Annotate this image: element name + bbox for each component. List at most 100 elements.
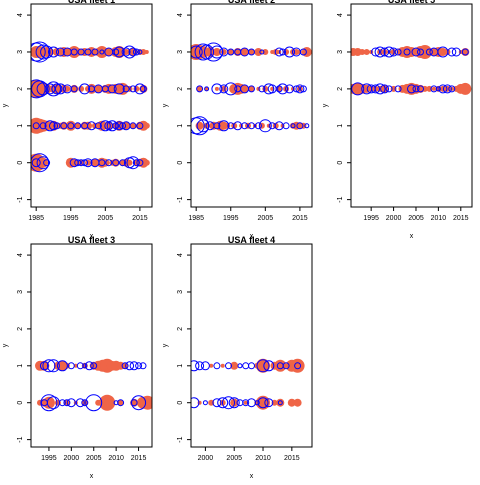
y-tick-label: 1 <box>337 124 344 128</box>
data-point-open <box>394 85 402 93</box>
data-point-filled <box>39 360 50 371</box>
y-tick-label: 4 <box>337 13 344 17</box>
plot-frame <box>190 3 313 208</box>
x-axis-label: x <box>90 473 94 480</box>
data-point-open <box>31 80 49 98</box>
data-point-open <box>99 120 111 132</box>
data-point-open <box>54 83 66 95</box>
data-point-open <box>383 46 395 58</box>
data-point-open <box>254 400 260 406</box>
plot-frame <box>30 243 153 448</box>
data-point-open <box>43 159 51 167</box>
y-axis-label: y <box>162 103 169 107</box>
data-point-open <box>374 83 386 95</box>
data-point-filled <box>205 47 215 57</box>
data-point-filled <box>240 48 249 56</box>
data-point-open <box>257 397 269 409</box>
data-point-open <box>139 362 147 370</box>
x-tick-label: 1985 <box>188 215 204 222</box>
data-point-open <box>351 82 365 96</box>
data-point-filled <box>293 398 302 407</box>
chart-panel: 1995 2000 2005 2010 2015 -1 0 1 2 3 4 x y USA fleet 3 <box>2 235 153 480</box>
data-point-open <box>129 361 139 371</box>
data-point-filled <box>359 49 366 55</box>
y-tick-label: 0 <box>17 161 24 165</box>
data-point-open <box>264 398 274 408</box>
data-point-open <box>304 123 310 129</box>
y-tick-label: 0 <box>177 161 184 165</box>
chart-panel: 1985 1995 2005 2015 -1 0 1 2 3 4 x y USA fleet 1 <box>2 0 153 240</box>
x-tick-label: 2015 <box>284 455 300 462</box>
data-point-filled <box>417 45 432 59</box>
data-point-open <box>371 84 381 94</box>
data-point-filled <box>240 84 249 93</box>
data-point-open <box>106 120 118 132</box>
y-tick-label: 3 <box>17 290 24 294</box>
data-point-filled <box>293 49 300 55</box>
data-point-filled <box>431 86 436 91</box>
chart-title: USA fleet 5 <box>388 0 435 5</box>
data-point-open <box>263 83 275 95</box>
data-point-filled <box>254 48 263 56</box>
data-point-open <box>75 398 85 408</box>
y-tick-label: 2 <box>17 327 24 331</box>
y-tick-label: 3 <box>177 290 184 294</box>
data-point-open <box>136 159 144 167</box>
y-tick-label: 2 <box>337 87 344 91</box>
data-point-open <box>136 122 144 130</box>
data-point-open <box>248 48 255 56</box>
chart-panel: 2000 2005 2010 2015 -1 0 1 2 3 4 x y USA fleet 4 <box>162 235 313 480</box>
data-point-open <box>44 120 56 132</box>
data-point-open <box>81 159 89 167</box>
x-axis-label: x <box>250 473 254 480</box>
data-point-filled <box>243 400 248 405</box>
data-point-open <box>248 85 255 93</box>
data-point-open <box>36 82 50 96</box>
data-point-filled <box>143 122 150 129</box>
data-point-filled <box>130 122 136 129</box>
data-point-open <box>222 396 235 410</box>
data-point-filled <box>64 85 71 92</box>
data-point-open <box>132 48 140 56</box>
chart-panel: 1995 2000 2005 2010 2015 -1 0 1 2 3 4 x y USA fleet 5 <box>322 0 473 240</box>
data-point-filled <box>196 85 203 92</box>
plot-frame <box>350 3 473 208</box>
y-tick-label: 1 <box>177 124 184 128</box>
x-tick-label: 2015 <box>453 215 469 222</box>
data-point-open <box>211 83 223 95</box>
y-axis-label: y <box>2 103 9 107</box>
data-point-open <box>213 362 221 370</box>
data-point-open <box>112 159 120 167</box>
data-point-open <box>60 122 68 130</box>
plot-area <box>351 45 472 96</box>
y-tick-label: 4 <box>177 13 184 17</box>
x-tick-label: 2010 <box>431 215 447 222</box>
data-point-open <box>58 399 66 407</box>
chart-title: USA fleet 1 <box>68 0 115 5</box>
data-point-open <box>40 45 54 59</box>
data-point-open <box>403 48 411 56</box>
data-point-open <box>451 47 461 57</box>
data-point-filled <box>276 398 285 407</box>
data-point-open <box>196 119 210 133</box>
data-point-open <box>210 45 224 59</box>
data-point-open <box>32 122 40 130</box>
data-point-open <box>256 359 270 373</box>
data-point-open <box>48 46 59 58</box>
data-point-open <box>299 48 307 56</box>
data-point-filled <box>78 85 85 92</box>
data-point-open <box>53 122 61 130</box>
data-point-open <box>284 46 295 58</box>
data-point-open <box>292 85 300 93</box>
plot-area <box>191 42 312 136</box>
y-tick-label: 2 <box>17 87 24 91</box>
y-axis-label: y <box>162 343 169 347</box>
x-tick-label: 2005 <box>98 215 114 222</box>
data-point-filled <box>57 360 68 371</box>
data-point-open <box>129 85 137 93</box>
plot-area <box>31 41 150 173</box>
x-tick-label: 2010 <box>255 455 271 462</box>
data-point-open <box>279 48 287 56</box>
data-point-filled <box>117 399 124 406</box>
data-point-open <box>204 86 210 92</box>
